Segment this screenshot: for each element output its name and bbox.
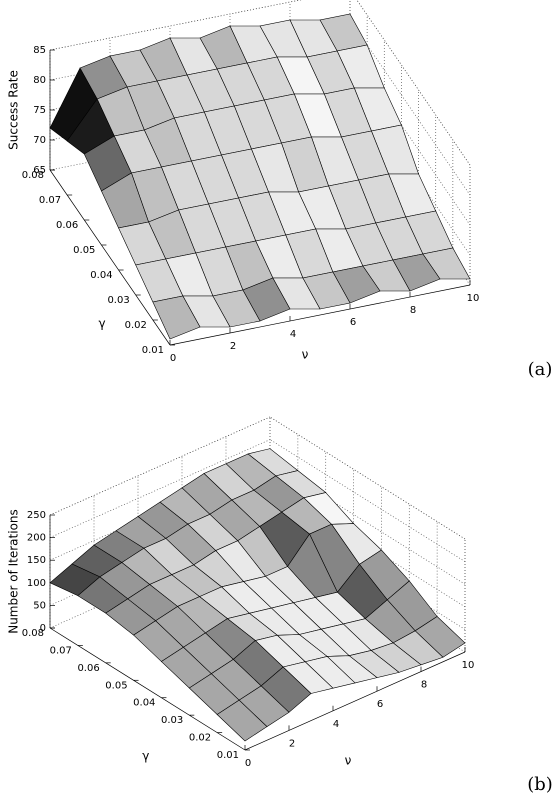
z-tick-label: 80: [33, 75, 46, 86]
panel-label: (b): [527, 774, 553, 795]
z-axis-label: Number of Iterations: [7, 509, 21, 634]
z-tick-label: 150: [27, 555, 46, 566]
y-axis: [49, 169, 171, 346]
panel-label: (a): [528, 359, 553, 380]
z-tick-label: 0: [40, 623, 46, 634]
y-tick-label: 0.04: [133, 698, 155, 709]
x-tick-label: 0: [245, 758, 251, 769]
x-axis: [169, 284, 471, 346]
y-tick-label: 0.03: [107, 295, 129, 306]
x-axis-label: ν: [345, 753, 352, 767]
z-tick-label: 85: [33, 45, 46, 56]
x-axis-label: ν: [302, 348, 309, 362]
y-axis-label: γ: [142, 749, 149, 763]
box-edge: [49, 416, 271, 516]
x-tick-label: 0: [170, 353, 176, 364]
z-tick-label: 70: [33, 135, 46, 146]
y-tick-label: 0.07: [50, 645, 72, 656]
x-tick-label: 10: [467, 293, 480, 304]
z-tick-label: 65: [33, 165, 46, 176]
z-tick-label: 100: [27, 578, 46, 589]
x-tick-label: 6: [377, 699, 383, 710]
y-tick-label: 0.05: [73, 245, 95, 256]
z-tick-label: 75: [33, 105, 46, 116]
x-tick-label: 4: [333, 719, 339, 730]
y-tick-label: 0.06: [56, 220, 78, 231]
y-tick-label: 0.07: [39, 195, 61, 206]
x-axis: [244, 651, 466, 751]
y-tick-label: 0.08: [22, 628, 44, 639]
z-tick-label: 250: [27, 510, 46, 521]
y-axis-label: γ: [98, 316, 105, 330]
x-tick-label: 10: [462, 660, 475, 671]
y-tick-label: 0.01: [217, 750, 239, 761]
x-tick-label: 6: [350, 317, 356, 328]
y-tick-label: 0.05: [105, 680, 127, 691]
surface-patch: [152, 295, 201, 340]
z-axis-label: Success Rate: [7, 70, 21, 150]
y-tick-label: 0.04: [90, 270, 112, 281]
y-tick-label: 0.02: [189, 733, 211, 744]
y-tick-label: 0.02: [125, 320, 147, 331]
x-tick-label: 4: [290, 329, 296, 340]
x-tick-label: 8: [410, 305, 416, 316]
y-axis: [49, 627, 246, 751]
surface-patch: [216, 699, 268, 742]
x-tick-label: 2: [289, 738, 295, 749]
y-tick-label: 0.03: [161, 715, 183, 726]
z-tick-label: 50: [33, 600, 46, 611]
z-tick-label: 200: [27, 533, 46, 544]
x-tick-label: 8: [421, 680, 427, 691]
x-tick-label: 2: [230, 341, 236, 352]
y-tick-label: 0.08: [22, 170, 44, 181]
y-tick-label: 0.06: [77, 663, 99, 674]
y-tick-label: 0.01: [142, 345, 164, 356]
grid-line: [49, 439, 271, 538]
